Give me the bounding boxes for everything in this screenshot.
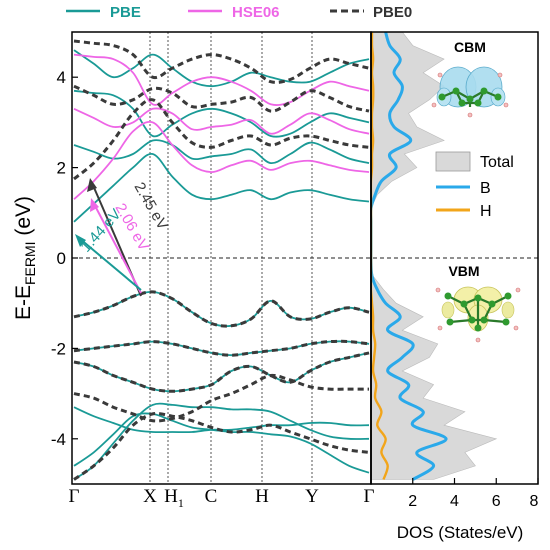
gap-arrow-pbe0-head [87, 178, 97, 192]
y-tick-label: 0 [57, 249, 66, 268]
dos-legend-label-total: Total [480, 154, 514, 171]
band-pbe0-2 [73, 351, 370, 393]
band-pbe0-1 [73, 373, 369, 423]
dos-h-line [371, 32, 389, 480]
y-tick-label: -4 [51, 430, 66, 449]
kpoint-label: X [143, 486, 157, 507]
band-pbe-5 [73, 290, 370, 328]
dos-legend: Total B H [435, 151, 514, 220]
gap-arrow-pbe-head [75, 234, 86, 247]
band-hse06-2 [73, 53, 370, 106]
legend-label-pbe: PBE [110, 4, 141, 21]
y-tick-label: 2 [57, 159, 66, 178]
gap-arrow-hse06-head [90, 198, 99, 212]
kpoint-labels: Γ X H1 C H Y Γ [69, 486, 375, 510]
band-pbe0-6 [73, 84, 370, 113]
kpoint-label: Γ [364, 486, 375, 507]
dos-b-line [371, 32, 448, 481]
kpoint-label: Γ [69, 486, 80, 507]
dos-x-tick-label: 6 [492, 493, 501, 510]
y-axis-label-main: E-E [12, 285, 35, 320]
dos-legend-swatch-total [435, 151, 471, 172]
band-hse06-1 [73, 107, 370, 135]
band-pbe-9 [73, 49, 370, 88]
dos-x-tick-label: 8 [530, 493, 539, 510]
vbm-label: VBM [448, 263, 479, 279]
band-pbe0-0 [73, 411, 370, 481]
y-tick-label: 4 [57, 68, 66, 87]
band-pbe0-4 [73, 290, 370, 328]
band-pbe-4 [73, 340, 370, 357]
y-tick-label: -2 [51, 339, 66, 358]
band-pbe-6 [73, 153, 370, 223]
kpoint-label: H1 [164, 486, 184, 510]
gap-arrow-pbe [78, 237, 142, 291]
legend-label-hse06: HSE06 [232, 4, 280, 21]
y-axis-label-sub: FERMI [22, 241, 38, 285]
band-pbe-3 [73, 352, 370, 393]
band-pbe-0 [73, 402, 370, 481]
gap-arrow-hse06 [92, 201, 142, 294]
band-pbe0-5 [73, 98, 370, 181]
cbm-orbital-image [431, 66, 509, 118]
band-pbe0-3 [73, 339, 370, 357]
dos-legend-label-b: B [480, 180, 491, 197]
band-hse06-0 [73, 120, 370, 200]
band-pbe-7 [73, 139, 370, 165]
kpoint-label: H [255, 486, 269, 507]
band-lines [73, 39, 370, 481]
top-legend: PBE HSE06 PBE0 [66, 4, 412, 21]
y-axis-label-unit: (eV) [12, 196, 35, 242]
kpoint-label: Y [305, 486, 319, 507]
dos-x-ticks: 2 4 6 8 [370, 32, 539, 510]
y-axis-ticks: -4 -2 0 2 4 [51, 68, 78, 449]
dos-x-tick-label: 2 [408, 493, 417, 510]
dos-x-tick-label: 4 [450, 493, 459, 510]
cbm-label: CBM [454, 39, 486, 55]
band-pbe-8 [73, 89, 370, 138]
kpoint-label: C [205, 486, 218, 507]
dos-x-axis-label: DOS (States/eV) [397, 523, 524, 542]
vbm-orbital-image [435, 286, 521, 343]
band-pbe0-7 [73, 39, 370, 84]
gap-arrows [75, 178, 142, 297]
y-axis-label: E-EFERMI (eV) [12, 196, 38, 320]
legend-label-pbe0: PBE0 [373, 4, 412, 21]
dos-legend-label-h: H [480, 203, 492, 220]
